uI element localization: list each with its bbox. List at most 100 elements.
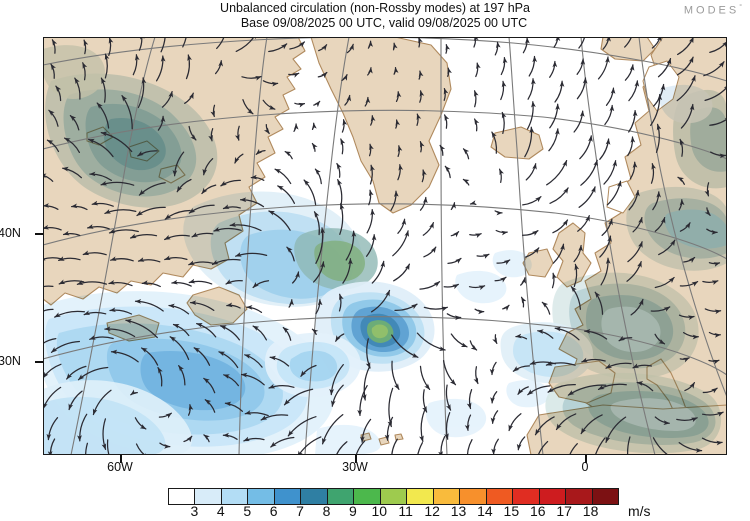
wind-vector bbox=[172, 323, 190, 337]
wind-vector bbox=[654, 333, 666, 345]
wind-vector bbox=[203, 377, 216, 394]
colorbar-cell-15[interactable] bbox=[566, 489, 593, 504]
wind-vector bbox=[121, 94, 133, 130]
lon-label-30w: 30W bbox=[342, 460, 368, 474]
colorbar-cell-0[interactable] bbox=[169, 489, 196, 504]
wind-vector bbox=[462, 148, 470, 160]
lon-label-0: 0 bbox=[581, 460, 589, 474]
wind-vector bbox=[443, 114, 450, 129]
wind-vector bbox=[384, 416, 394, 441]
wind-vector bbox=[164, 209, 191, 220]
wind-vector bbox=[627, 136, 636, 157]
wind-vector bbox=[82, 62, 88, 81]
wind-vector bbox=[397, 218, 407, 234]
wind-vector bbox=[521, 230, 539, 236]
wind-vector bbox=[83, 310, 107, 316]
wind-vector bbox=[469, 340, 478, 351]
wind-vector bbox=[129, 233, 158, 239]
wind-vector bbox=[342, 258, 353, 284]
wind-vector bbox=[138, 37, 145, 51]
wind-vector bbox=[394, 303, 418, 312]
colorbar-cell-3[interactable] bbox=[248, 489, 275, 504]
graticule-lon-30w bbox=[440, 37, 448, 455]
wind-vector bbox=[216, 37, 225, 50]
colorbar-cell-8[interactable] bbox=[380, 489, 408, 504]
wind-vector bbox=[66, 365, 87, 380]
wind-vector bbox=[599, 138, 611, 160]
wind-vector bbox=[43, 337, 57, 348]
wind-vector bbox=[676, 56, 694, 76]
wind-vector bbox=[577, 215, 590, 232]
colorbar-cell-16[interactable] bbox=[592, 489, 618, 504]
wind-vector bbox=[474, 308, 485, 315]
wind-vector bbox=[658, 239, 676, 256]
wind-vector bbox=[632, 363, 653, 369]
colorbar-cell-1[interactable] bbox=[195, 489, 222, 504]
wind-vector bbox=[650, 306, 671, 312]
colorbar-cell-4[interactable] bbox=[274, 489, 302, 504]
colorbar-tick-4: 4 bbox=[216, 503, 225, 519]
wind-vector bbox=[164, 234, 190, 241]
colorbar-cell-7[interactable] bbox=[354, 489, 381, 504]
wind-vector bbox=[680, 103, 695, 129]
wind-vector bbox=[371, 260, 386, 284]
wind-vector bbox=[395, 91, 402, 103]
colorbar-cell-10[interactable] bbox=[433, 489, 461, 504]
wind-vector bbox=[43, 203, 59, 210]
wind-vector bbox=[161, 90, 174, 108]
wind-vector bbox=[101, 418, 107, 450]
wind-vector bbox=[618, 335, 633, 342]
wind-vector bbox=[51, 39, 58, 54]
wind-vector bbox=[473, 366, 479, 385]
wind-vector bbox=[494, 210, 503, 216]
wind-vector bbox=[284, 150, 293, 160]
colorbar-tick-18: 18 bbox=[582, 503, 599, 519]
wind-vector bbox=[555, 413, 577, 431]
wind-vector bbox=[137, 77, 147, 109]
colorbar-cell-2[interactable] bbox=[221, 489, 249, 504]
wind-vector bbox=[579, 135, 593, 160]
wind-vector bbox=[361, 366, 370, 401]
wind-vector bbox=[676, 75, 696, 102]
wind-vector bbox=[464, 414, 472, 431]
colorbar[interactable] bbox=[168, 488, 619, 505]
wind-vector bbox=[83, 39, 89, 55]
wind-vector bbox=[578, 37, 586, 49]
wind-vector bbox=[515, 333, 528, 340]
shade-topleft-edge bbox=[43, 45, 105, 99]
wind-vector bbox=[223, 374, 240, 387]
colorbar-cell-13[interactable] bbox=[513, 489, 540, 504]
wind-vector bbox=[108, 279, 133, 287]
colorbar-tick-11: 11 bbox=[398, 503, 413, 519]
wind-vector bbox=[628, 109, 638, 133]
modes-brand-logo: MODES° bbox=[684, 4, 742, 17]
wind-vector bbox=[526, 101, 536, 130]
wind-vector bbox=[182, 37, 187, 48]
wind-vector bbox=[370, 115, 376, 126]
wind-vector bbox=[46, 417, 59, 441]
wind-vector bbox=[183, 435, 193, 443]
colorbar-cell-11[interactable] bbox=[460, 489, 487, 504]
wind-vector bbox=[580, 159, 598, 186]
colorbar-cell-5[interactable] bbox=[301, 489, 328, 504]
wind-vector bbox=[702, 280, 719, 285]
wind-vector bbox=[605, 416, 627, 443]
wind-vector bbox=[679, 357, 690, 363]
wind-vector bbox=[552, 219, 569, 234]
wind-vector bbox=[138, 182, 166, 196]
wind-vector bbox=[527, 78, 536, 100]
map-plot-area[interactable] bbox=[43, 37, 727, 455]
wind-vector bbox=[704, 182, 710, 197]
colorbar-cell-9[interactable] bbox=[407, 489, 434, 504]
wind-vector bbox=[443, 283, 459, 290]
colorbar-cell-12[interactable] bbox=[486, 489, 514, 504]
wind-vector bbox=[676, 417, 698, 423]
wind-vector bbox=[517, 386, 529, 395]
wind-vector bbox=[605, 362, 632, 369]
colorbar-cell-14[interactable] bbox=[539, 489, 567, 504]
wind-vector bbox=[303, 179, 317, 206]
colorbar-cell-6[interactable] bbox=[327, 489, 355, 504]
graticule-lon-15w bbox=[508, 37, 544, 455]
wind-vector bbox=[443, 87, 449, 101]
wind-vector bbox=[134, 299, 164, 312]
